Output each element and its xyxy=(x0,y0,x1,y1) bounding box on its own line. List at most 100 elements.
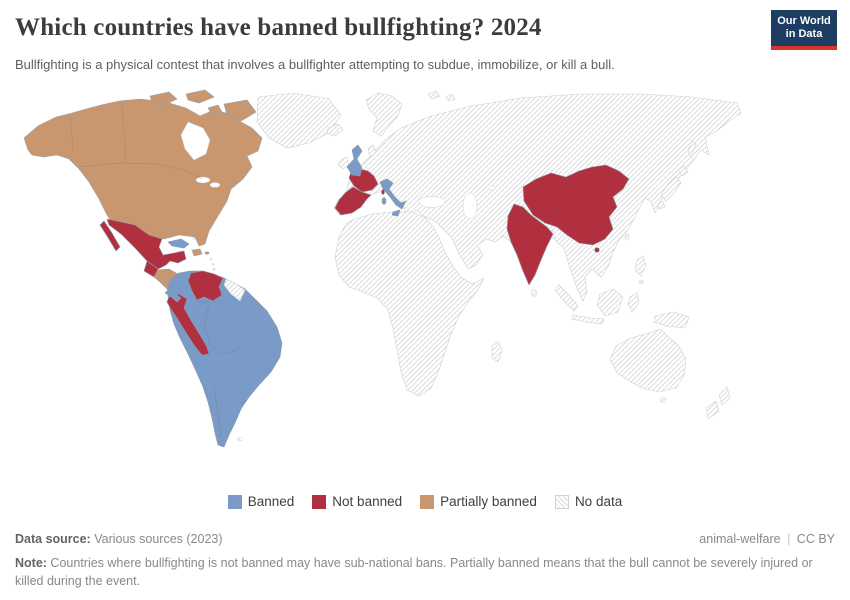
region-sri-lanka[interactable] xyxy=(531,289,537,297)
country-mexico-baja[interactable] xyxy=(99,220,121,252)
country-venezuela-overlay[interactable] xyxy=(187,270,224,302)
canada-province-border xyxy=(121,105,127,163)
great-lakes-1 xyxy=(195,176,211,184)
note-label: Note: xyxy=(15,556,47,570)
us-canada-border xyxy=(78,162,203,180)
region-sakhalin[interactable] xyxy=(687,139,697,159)
region-tasmania[interactable] xyxy=(659,397,667,403)
chart-subtitle: Bullfighting is a physical contest that … xyxy=(15,57,615,72)
country-corsica[interactable] xyxy=(381,189,385,195)
aral-sea xyxy=(488,185,496,191)
country-united-kingdom[interactable] xyxy=(346,144,363,177)
data-source-line: Data source: Various sources (2023) xyxy=(15,532,223,546)
legend-label-banned: Banned xyxy=(247,494,295,509)
great-lakes-2 xyxy=(209,182,221,188)
region-hokkaido[interactable] xyxy=(677,165,689,177)
country-arctic-island-2[interactable] xyxy=(185,89,215,104)
country-ecuador-peru-overlay[interactable] xyxy=(166,293,210,356)
region-nz-north[interactable] xyxy=(718,386,731,406)
legend-label-partially-banned: Partially banned xyxy=(440,494,537,509)
country-south-america-banned[interactable] xyxy=(167,270,283,448)
country-india[interactable] xyxy=(506,203,554,286)
map-legend: Banned Not banned Partially banned No da… xyxy=(0,494,850,509)
region-ireland[interactable] xyxy=(337,156,350,170)
caspian-sea xyxy=(462,192,478,220)
country-canada-usa[interactable] xyxy=(23,98,263,247)
hudson-bay xyxy=(180,121,211,161)
region-denmark[interactable] xyxy=(367,144,377,158)
page-title: Which countries have banned bullfighting… xyxy=(15,14,542,41)
region-nz-south[interactable] xyxy=(705,400,720,420)
attribution: animal-welfare | CC BY xyxy=(699,532,835,546)
legend-label-no-data: No data xyxy=(574,494,623,509)
world-map-svg xyxy=(23,89,742,448)
region-sumatra[interactable] xyxy=(554,284,579,312)
country-china[interactable] xyxy=(522,164,630,246)
owid-logo-line1: Our World xyxy=(777,14,831,27)
sa-border-5 xyxy=(235,399,248,407)
region-taiwan[interactable] xyxy=(624,233,630,241)
region-antilles-1[interactable] xyxy=(209,257,213,261)
region-kyushu[interactable] xyxy=(657,200,666,210)
region-madagascar[interactable] xyxy=(491,341,503,363)
legend-item-no-data[interactable]: No data xyxy=(554,494,623,509)
region-java[interactable] xyxy=(571,314,605,325)
region-scandinavia[interactable] xyxy=(365,92,403,137)
attribution-license-link[interactable]: CC BY xyxy=(796,532,835,546)
region-greenland[interactable] xyxy=(256,92,342,149)
legend-swatch-banned xyxy=(227,494,242,509)
country-puerto-rico[interactable] xyxy=(204,251,210,255)
country-cuba[interactable] xyxy=(167,238,190,249)
country-dominican-republic[interactable] xyxy=(191,248,203,257)
country-china-hainan[interactable] xyxy=(594,247,600,253)
region-borneo[interactable] xyxy=(596,288,624,317)
country-italy[interactable] xyxy=(379,178,407,210)
chart-footer: Data source: Various sources (2023) anim… xyxy=(15,532,835,590)
region-antilles-2[interactable] xyxy=(211,262,215,266)
country-guatemala[interactable] xyxy=(143,260,159,278)
region-falklands[interactable] xyxy=(237,437,243,441)
region-australia[interactable] xyxy=(609,328,687,393)
black-sea xyxy=(418,196,446,208)
legend-swatch-not-banned xyxy=(312,494,327,509)
region-iceland[interactable] xyxy=(326,123,344,137)
legend-item-banned[interactable]: Banned xyxy=(227,494,295,509)
region-new-guinea[interactable] xyxy=(653,311,690,329)
world-map xyxy=(0,88,850,492)
country-costa-rica[interactable] xyxy=(164,289,182,303)
country-arctic-island-3[interactable] xyxy=(207,104,223,116)
owid-logo[interactable]: Our World in Data xyxy=(771,10,837,50)
legend-swatch-no-data xyxy=(554,494,569,509)
region-antilles-3[interactable] xyxy=(212,267,216,271)
sa-border-3 xyxy=(221,342,245,355)
region-svalbard-2[interactable] xyxy=(445,93,456,102)
region-guyanas[interactable] xyxy=(223,278,246,302)
legend-label-not-banned: Not banned xyxy=(332,494,403,509)
region-africa[interactable] xyxy=(334,211,485,397)
region-svalbard[interactable] xyxy=(427,90,441,100)
country-spain-portugal[interactable] xyxy=(334,186,372,216)
note-text: Countries where bullfighting is not bann… xyxy=(15,556,813,589)
data-source-label: Data source: xyxy=(15,532,91,546)
sa-border-1 xyxy=(194,295,212,304)
country-baffin-island[interactable] xyxy=(223,99,257,122)
country-italy-sicily[interactable] xyxy=(391,209,401,217)
attribution-separator: | xyxy=(787,532,791,546)
legend-swatch-partially-banned xyxy=(420,494,435,509)
legend-item-not-banned[interactable]: Not banned xyxy=(312,494,402,509)
region-mindanao[interactable] xyxy=(638,279,644,285)
legend-item-partially-banned[interactable]: Partially banned xyxy=(420,494,537,509)
attribution-topic-link[interactable]: animal-welfare xyxy=(699,532,781,546)
alaska-border xyxy=(69,115,74,151)
sa-border-4 xyxy=(213,385,222,439)
region-honshu[interactable] xyxy=(660,175,682,202)
chart-note: Note: Countries where bullfighting is no… xyxy=(15,554,835,590)
sa-border-2 xyxy=(203,303,223,355)
region-philippines[interactable] xyxy=(634,255,647,277)
region-sulawesi[interactable] xyxy=(627,292,640,313)
country-arctic-island-1[interactable] xyxy=(149,91,178,106)
data-source-value: Various sources (2023) xyxy=(90,532,223,546)
country-mexico[interactable] xyxy=(106,218,187,270)
country-italy-sardinia[interactable] xyxy=(381,197,387,205)
